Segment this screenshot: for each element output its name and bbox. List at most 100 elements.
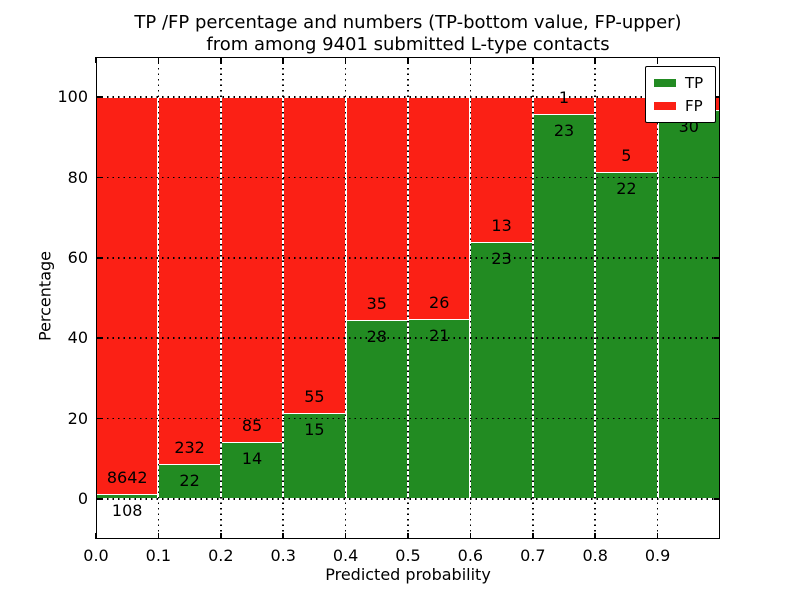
tp-bar-segment (470, 242, 533, 499)
x-tick-label: 0.9 (644, 546, 671, 565)
fp-count-label: 13 (491, 216, 512, 236)
fp-count-label: 1 (558, 87, 570, 107)
y-tick-mark (714, 417, 720, 420)
v-gridline (344, 57, 347, 539)
y-tick-label: 40 (67, 328, 88, 348)
x-tick-mark (656, 57, 659, 63)
x-tick-mark (157, 533, 160, 539)
tp-count-label: 21 (429, 326, 450, 346)
x-tick-label: 0.0 (83, 546, 109, 565)
x-tick-mark (656, 533, 659, 539)
x-tick-label: 0.7 (520, 546, 546, 565)
x-tick-mark (532, 533, 534, 539)
x-tick-mark (344, 57, 347, 63)
y-tick-mark (714, 337, 720, 339)
legend-swatch (654, 102, 676, 110)
y-tick-mark (714, 176, 720, 179)
x-tick-mark (469, 533, 472, 539)
y-tick-mark (96, 96, 102, 98)
tp-count-label: 22 (179, 471, 200, 491)
y-tick-label: 20 (67, 408, 88, 428)
v-gridline (220, 57, 222, 539)
x-tick-mark (344, 533, 347, 539)
tp-bar-segment (532, 113, 596, 499)
fp-count-label: 5 (621, 145, 632, 165)
tp-bar-segment (345, 320, 408, 499)
y-tick-mark (714, 498, 720, 500)
y-tick-mark (714, 257, 720, 259)
x-tick-mark (95, 57, 97, 63)
legend-item-fp: FP (654, 96, 707, 116)
fp-bar-segment (345, 97, 408, 321)
v-gridline (469, 57, 472, 539)
chart-title-block: TP /FP percentage and numbers (TP-bottom… (96, 12, 720, 56)
v-gridline (532, 57, 534, 539)
fp-count-label: 35 (366, 294, 387, 314)
x-axis-label: Predicted probability (325, 565, 491, 584)
x-tick-label: 0.3 (270, 546, 296, 565)
fp-count-label: 8642 (106, 467, 148, 487)
v-gridline (656, 57, 659, 539)
y-tick-mark (96, 176, 102, 179)
chart-subtitle: from among 9401 submitted L-type contact… (206, 34, 610, 55)
y-tick-label: 60 (67, 247, 88, 267)
tp-count-label: 23 (491, 249, 512, 269)
y-tick-mark (96, 257, 102, 259)
y-tick-mark (96, 337, 102, 339)
plot-area: 8642 108 232 22 85 14 55 15 35 28 26 21 13 23 1 23 5 22 30 (95, 57, 720, 539)
y-tick-mark (714, 96, 720, 98)
legend-label: FP (685, 97, 703, 115)
x-tick-label: 0.5 (395, 546, 421, 565)
tp-count-label: 28 (366, 327, 387, 347)
legend-swatch (654, 79, 676, 87)
y-tick-label: 100 (57, 87, 88, 107)
fp-bar-segment (158, 97, 221, 465)
fp-count-label: 26 (429, 293, 450, 313)
tp-bar-segment (595, 171, 658, 499)
x-tick-label: 0.2 (208, 546, 234, 565)
tp-count-label: 108 (111, 500, 143, 520)
x-tick-mark (594, 57, 596, 63)
x-tick-label: 0.4 (332, 546, 359, 565)
x-tick-mark (594, 533, 596, 539)
x-tick-mark (157, 57, 160, 63)
y-tick-mark (96, 417, 102, 420)
fp-bar-segment (408, 97, 471, 320)
x-tick-mark (282, 57, 284, 63)
fp-count-label: 55 (304, 386, 325, 406)
x-tick-label: 0.6 (457, 546, 484, 565)
x-tick-mark (407, 533, 409, 539)
x-tick-mark (407, 57, 409, 63)
legend: TP FP (645, 66, 716, 123)
x-tick-mark (220, 533, 222, 539)
tp-bar-segment (657, 110, 720, 499)
x-tick-mark (532, 57, 534, 63)
x-tick-mark (469, 57, 472, 63)
tp-count-label: 23 (553, 120, 575, 140)
tp-bar-segment (408, 319, 471, 499)
x-tick-label: 0.1 (145, 546, 172, 565)
fp-count-label: 232 (174, 438, 205, 458)
legend-item-tp: TP (654, 73, 707, 93)
y-tick-label: 80 (67, 167, 88, 187)
v-gridline (282, 57, 284, 539)
fp-count-label: 85 (241, 416, 263, 436)
x-tick-mark (220, 57, 222, 63)
fp-bar-segment (283, 97, 346, 413)
tp-count-label: 14 (241, 449, 263, 469)
v-gridline (594, 57, 596, 539)
fp-bar-segment (220, 97, 284, 443)
x-tick-mark (282, 533, 284, 539)
fp-bar-segment (96, 97, 159, 494)
legend-label: TP (685, 74, 704, 92)
y-tick-label: 0 (77, 488, 88, 508)
chart-title: TP /FP percentage and numbers (TP-bottom… (134, 12, 682, 33)
tp-count-label: 15 (304, 419, 325, 439)
y-tick-mark (96, 498, 102, 500)
tp-count-label: 22 (616, 178, 637, 198)
v-gridline (407, 57, 409, 539)
x-tick-mark (95, 533, 97, 539)
v-gridline (157, 57, 160, 539)
x-tick-label: 0.8 (582, 546, 608, 565)
